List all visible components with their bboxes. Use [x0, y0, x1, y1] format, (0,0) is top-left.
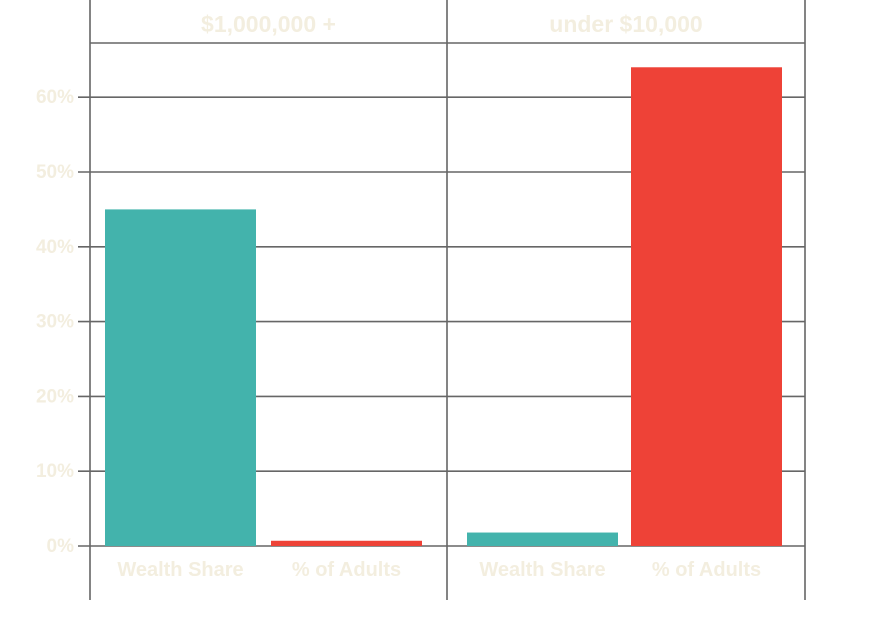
- y-tick-label: 10%: [36, 461, 74, 482]
- x-tick-label: Wealth Share: [117, 559, 243, 581]
- bar-of-adults: [271, 540, 422, 546]
- x-tick-label: Wealth Share: [479, 559, 605, 581]
- y-tick-label: 20%: [36, 386, 74, 407]
- y-tick-label: 50%: [36, 162, 74, 183]
- bar-of-adults: [631, 67, 782, 546]
- y-tick-label: 40%: [36, 237, 74, 258]
- facet-title: $1,000,000 +: [201, 11, 336, 37]
- bar-wealth-share: [467, 532, 618, 546]
- bar-wealth-share: [105, 209, 256, 546]
- x-tick-label: % of Adults: [652, 559, 761, 581]
- y-tick-label: 60%: [36, 87, 74, 108]
- y-tick-label: 0%: [47, 536, 75, 557]
- x-tick-label: % of Adults: [292, 559, 401, 581]
- y-tick-label: 30%: [36, 312, 74, 333]
- bars: [105, 67, 782, 546]
- facet-title: under $10,000: [549, 11, 702, 37]
- panel-frames: [89, 0, 806, 600]
- labels: 0% 10% 20% 30% 40% 50% 60% $1,000,000 + Wealth S…: [36, 11, 761, 581]
